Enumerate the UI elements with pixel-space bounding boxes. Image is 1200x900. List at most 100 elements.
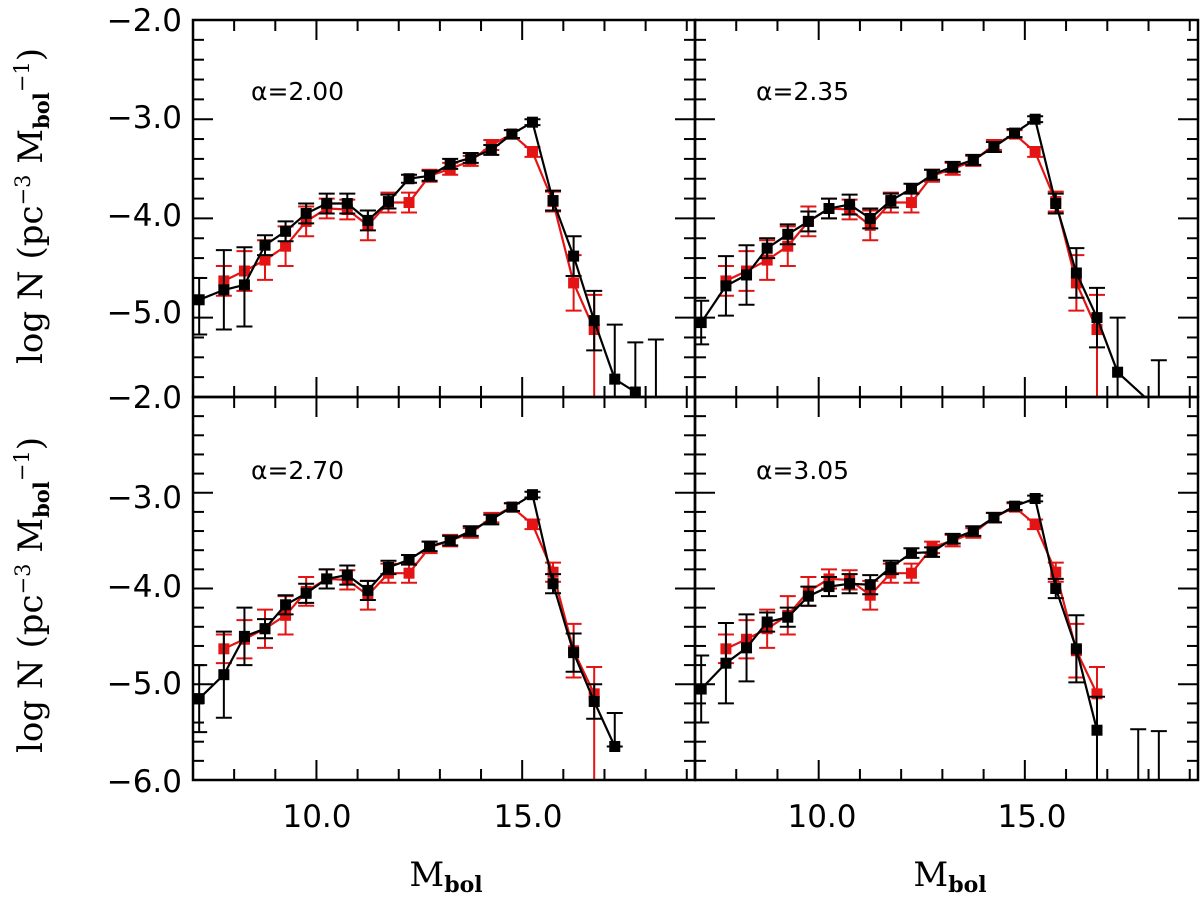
black-data-point: [218, 669, 230, 681]
black-data-point: [629, 386, 641, 397]
y-tick-label: −2.0: [107, 3, 182, 39]
black-data-point: [988, 512, 1000, 524]
black-data-point: [926, 169, 938, 181]
black-series: [695, 113, 1167, 397]
panel-2: [695, 113, 1167, 397]
black-data-point: [741, 269, 753, 281]
red-data-point: [280, 240, 292, 252]
black-data-point: [905, 183, 917, 195]
black-data-point: [193, 693, 205, 705]
black-data-point: [967, 525, 979, 537]
panel-frame: [693, 395, 1200, 782]
red-data-point: [1029, 518, 1041, 530]
black-data-point: [321, 573, 333, 585]
black-data-point: [238, 630, 250, 642]
panel-label-alpha-3-05: α=3.05: [756, 456, 849, 485]
black-data-point: [844, 578, 856, 590]
x-tick-label: 10.0: [787, 799, 856, 835]
black-data-point: [465, 525, 477, 537]
black-data-point: [300, 207, 312, 219]
black-data-point: [218, 284, 230, 296]
black-data-point: [259, 239, 271, 251]
black-data-point: [864, 212, 876, 224]
black-data-point: [695, 317, 707, 329]
black-data-point: [280, 225, 292, 237]
black-data-point: [465, 152, 477, 164]
x-axis-title-left: Mbol: [409, 855, 482, 898]
black-series-line: [700, 117, 1147, 397]
black-data-point: [1050, 198, 1062, 210]
y-tick-label: −3.0: [107, 480, 182, 516]
black-data-point: [609, 373, 621, 385]
panel-1: [193, 116, 664, 397]
black-data-point: [362, 214, 374, 226]
black-data-point: [844, 199, 856, 211]
black-data-point: [1091, 724, 1103, 736]
black-data-point: [1029, 492, 1041, 504]
red-data-point: [403, 197, 415, 209]
black-series: [193, 489, 623, 752]
x-tick-label: 10.0: [282, 799, 351, 835]
black-data-point: [424, 170, 436, 182]
black-data-point: [341, 569, 353, 581]
black-data-point: [526, 116, 538, 128]
black-data-point: [588, 315, 600, 327]
red-data-point: [761, 254, 773, 266]
black-data-point: [362, 584, 374, 596]
y-axis-title-top: log N (pc−3 Mbol−1): [10, 48, 54, 364]
black-data-point: [547, 578, 559, 590]
black-series-line: [198, 492, 616, 747]
black-data-point: [568, 250, 580, 262]
black-data-point: [905, 547, 917, 559]
red-data-point: [782, 240, 794, 252]
red-data-point: [1050, 566, 1062, 578]
panel-label-alpha-2-35: α=2.35: [756, 77, 849, 106]
y-tick-label: −3.0: [107, 100, 182, 136]
red-data-point: [905, 197, 917, 209]
black-data-point: [1009, 127, 1021, 139]
panel-frame: [191, 395, 697, 782]
black-data-point: [444, 535, 456, 547]
x-tick-label: 15.0: [997, 799, 1066, 835]
black-data-point: [238, 279, 250, 291]
red-data-point: [526, 518, 538, 530]
black-data-point: [823, 581, 835, 593]
black-data-point: [1070, 267, 1082, 279]
red-data-point: [547, 566, 559, 578]
black-data-point: [782, 611, 794, 623]
black-data-point: [300, 587, 312, 599]
y-tick-label: −4.0: [107, 569, 182, 605]
black-data-point: [1070, 643, 1082, 655]
black-data-point: [588, 695, 600, 707]
red-data-point: [905, 567, 917, 579]
black-data-point: [947, 161, 959, 173]
red-data-point: [1029, 146, 1041, 158]
black-data-point: [761, 242, 773, 254]
black-data-point: [1029, 113, 1041, 125]
y-tick-label: −6.0: [107, 764, 182, 800]
black-data-point: [485, 514, 497, 526]
black-data-point: [947, 533, 959, 545]
black-data-point: [1112, 366, 1124, 378]
red-series-line: [725, 132, 1099, 330]
x-tick-label: 15.0: [493, 799, 562, 835]
panels-layer: [193, 20, 1198, 780]
black-data-point: [720, 657, 732, 669]
black-data-point: [424, 540, 436, 552]
black-data-point: [823, 203, 835, 214]
black-data-point: [280, 599, 292, 611]
black-data-point: [802, 590, 814, 602]
red-series-line: [223, 505, 596, 695]
black-data-point: [444, 158, 456, 170]
x-tick-labels: 10.0 15.0 10.0 15.0: [282, 799, 1066, 835]
black-data-point: [526, 489, 538, 501]
black-data-point: [1091, 312, 1103, 324]
black-data-point: [193, 294, 205, 306]
black-series-line: [198, 120, 636, 393]
y-tick-labels-top: −2.0 −3.0 −4.0 −5.0: [107, 3, 182, 331]
black-data-point: [741, 642, 753, 654]
y-tick-labels-bottom: −2.0 −3.0 −4.0 −5.0 −6.0: [107, 380, 182, 800]
black-data-point: [403, 173, 415, 185]
red-data-point: [1091, 688, 1103, 700]
